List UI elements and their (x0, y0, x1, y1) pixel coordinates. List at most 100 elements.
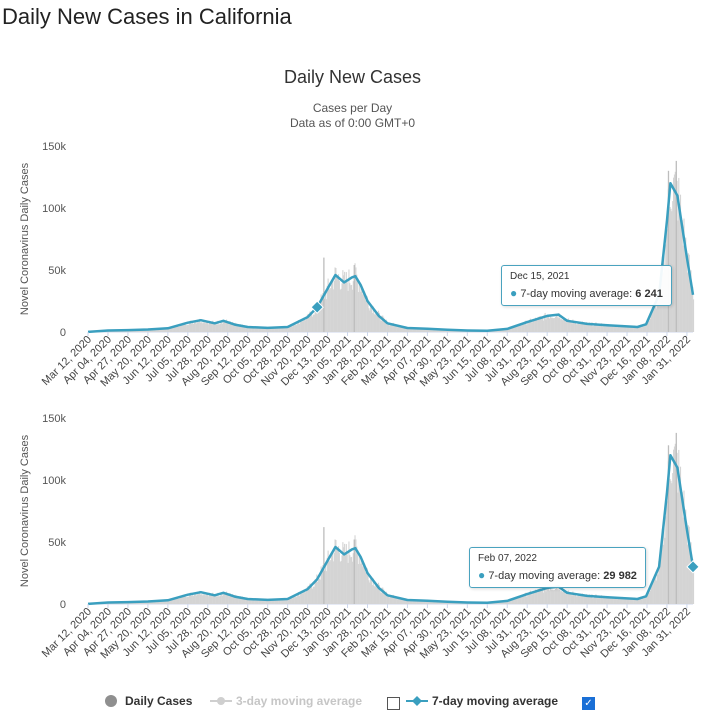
daily-case-bar (612, 324, 614, 332)
daily-case-bar (273, 599, 275, 604)
daily-case-bar (521, 324, 523, 332)
daily-case-bar (226, 319, 228, 332)
daily-case-bar (664, 537, 666, 604)
daily-case-bar (326, 285, 328, 332)
daily-case-bar (232, 322, 234, 332)
daily-case-bar (317, 581, 319, 604)
daily-case-bar (585, 322, 587, 332)
daily-case-bar (355, 267, 357, 332)
daily-case-bar (665, 516, 667, 604)
daily-case-bar (193, 322, 195, 332)
daily-case-bar (235, 595, 237, 604)
daily-case-bar (679, 466, 682, 604)
daily-case-bar (318, 307, 320, 332)
daily-case-bar (563, 319, 565, 332)
daily-case-bar (433, 601, 435, 604)
daily-case-bar (370, 304, 372, 332)
daily-case-bar (184, 594, 186, 604)
top-chart-plot[interactable]: 0 50k 100k 150k Novel Coronavirus Daily Case… (0, 130, 705, 402)
daily-case-bar (187, 324, 189, 332)
daily-case-bar (387, 596, 389, 604)
daily-case-bar (573, 321, 575, 332)
daily-case-bar (318, 306, 320, 332)
daily-case-bar (402, 326, 404, 332)
daily-case-bar (400, 327, 402, 332)
daily-case-bar (562, 589, 564, 604)
daily-case-bar (357, 292, 360, 332)
daily-case-bar (413, 328, 415, 332)
daily-case-bar (316, 574, 318, 604)
bottom-chart-plot[interactable]: 0 50k 100k 150k Novel Coronavirus Daily Case… (0, 402, 705, 692)
daily-case-bar (373, 313, 375, 332)
daily-case-bar (580, 593, 582, 604)
daily-case-bar (282, 599, 284, 604)
daily-case-bar (680, 222, 682, 332)
y-axis-title: Novel Coronavirus Daily Cases (19, 434, 31, 587)
daily-case-bar (149, 601, 151, 604)
daily-case-bar (507, 328, 509, 332)
daily-case-bar (653, 305, 655, 332)
daily-case-bar (620, 598, 623, 604)
legend-item-daily-cases[interactable]: Daily Cases (104, 694, 192, 708)
legend-item-7-day-average[interactable]: 7-day moving average (406, 694, 558, 708)
daily-case-bar (677, 220, 679, 332)
daily-case-bar (530, 319, 532, 332)
daily-case-bar (265, 326, 267, 332)
daily-case-bar (412, 328, 414, 332)
daily-case-bar (272, 326, 274, 332)
daily-case-bar (349, 555, 351, 604)
daily-case-bar (179, 326, 181, 332)
daily-case-bar (260, 600, 262, 604)
daily-case-bar (516, 326, 518, 332)
daily-case-bar (244, 326, 246, 332)
daily-case-bar (539, 316, 541, 332)
daily-case-bar (283, 599, 285, 604)
daily-case-bar (284, 327, 286, 332)
daily-case-bar (535, 589, 537, 604)
daily-case-bar (186, 597, 188, 604)
daily-case-bar (301, 321, 303, 332)
daily-case-bar (241, 324, 243, 332)
daily-case-bar (383, 589, 385, 604)
daily-case-bar (503, 600, 505, 604)
daily-case-bar (430, 329, 432, 332)
daily-case-bar (543, 586, 545, 604)
checkbox-checked-icon[interactable]: ✓ (582, 697, 595, 710)
daily-case-bar (214, 596, 216, 604)
daily-case-bar-peak (353, 265, 355, 332)
daily-case-bar (642, 598, 644, 604)
daily-case-bar (548, 318, 551, 332)
daily-case-bar (558, 313, 560, 332)
daily-case-bar (499, 330, 501, 332)
checkbox-empty-icon[interactable] (387, 697, 400, 710)
daily-case-bar (256, 599, 258, 604)
daily-case-bar (344, 543, 346, 604)
daily-case-bar (278, 599, 280, 604)
daily-case-bar (522, 324, 524, 332)
daily-case-bar (686, 522, 688, 604)
checkbox-3-day-average[interactable] (387, 697, 400, 710)
daily-case-bar (429, 601, 432, 604)
daily-case-bar (161, 328, 163, 332)
daily-case-bar (385, 591, 387, 604)
checkbox-7-day-average[interactable]: ✓ (582, 697, 595, 710)
daily-case-bar (544, 312, 546, 332)
daily-case-bar (660, 545, 662, 604)
daily-case-bar (248, 599, 250, 604)
daily-case-bar (212, 320, 214, 332)
daily-case-bar (577, 593, 579, 604)
daily-case-bar (678, 449, 680, 604)
daily-case-bar (576, 324, 578, 332)
daily-case-bar (540, 588, 542, 604)
daily-case-bar (297, 321, 299, 332)
daily-case-bar (595, 594, 597, 604)
daily-case-bar (513, 326, 515, 332)
daily-case-bar (201, 323, 203, 332)
daily-case-bar (188, 322, 190, 332)
daily-case-bar (380, 321, 382, 332)
daily-case-bar (324, 298, 326, 332)
daily-case-bar (399, 326, 401, 332)
daily-case-bar (687, 253, 689, 332)
daily-case-bar (437, 329, 439, 332)
legend-item-3-day-average[interactable]: 3-day moving average (210, 694, 362, 708)
